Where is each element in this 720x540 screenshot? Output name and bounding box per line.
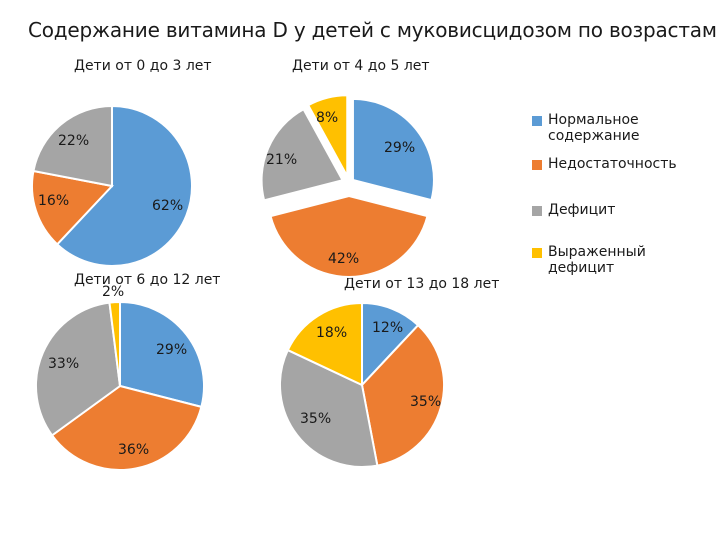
legend-swatch-insufficient xyxy=(532,160,542,170)
label-4-5-deficit: 21% xyxy=(266,152,298,168)
legend-item-severe: Выраженный дефицит xyxy=(532,244,668,276)
pie-slice-6-12-severe xyxy=(108,300,121,387)
legend-label-severe: Выраженный дефицит xyxy=(548,244,646,276)
pie-slice-13-18-deficit xyxy=(279,348,379,468)
label-4-5-normal: 29% xyxy=(384,140,416,156)
pie-title-13-18: Дети от 13 до 18 лет xyxy=(344,276,500,292)
pie-slice-13-18-severe xyxy=(286,301,363,387)
pie-slice-0-3-deficit xyxy=(32,104,113,188)
pie-title-4-5: Дети от 4 до 5 лет xyxy=(292,58,430,74)
pie-slice-6-12-deficit xyxy=(35,301,122,437)
label-6-12-insufficient: 36% xyxy=(118,442,150,458)
label-0-3-insufficient: 16% xyxy=(38,193,70,209)
pie-slice-13-18-normal xyxy=(361,301,420,388)
pie-slice-4-5-insufficient xyxy=(269,194,429,278)
label-13-18-insufficient: 35% xyxy=(410,394,442,410)
pie-slice-13-18-insufficient xyxy=(360,323,445,467)
label-6-12-severe: 2% xyxy=(102,284,125,300)
legend-swatch-severe xyxy=(532,248,542,258)
label-6-12-normal: 29% xyxy=(156,342,188,358)
pie-title-0-3: Дети от 0 до 3 лет xyxy=(74,58,212,74)
label-6-12-deficit: 33% xyxy=(48,356,80,372)
label-13-18-deficit: 35% xyxy=(300,411,332,427)
legend-item-normal: Нормальное содержание xyxy=(532,112,668,144)
legend-label-insufficient: Недостаточность xyxy=(548,156,677,172)
pie-slice-4-5-severe xyxy=(306,94,349,177)
legend-label-deficit: Дефицит xyxy=(548,202,616,218)
chart-title: Содержание витамина D у детей с муковисц… xyxy=(28,18,717,42)
pie-slice-4-5-deficit xyxy=(260,107,345,202)
pie-slice-4-5-normal xyxy=(351,97,435,202)
label-13-18-normal: 12% xyxy=(372,320,404,336)
label-0-3-normal: 62% xyxy=(152,198,184,214)
legend-item-insufficient: Недостаточность xyxy=(532,156,677,172)
legend-swatch-normal xyxy=(532,116,542,126)
label-13-18-severe: 18% xyxy=(316,325,348,341)
label-0-3-deficit: 22% xyxy=(58,133,90,149)
label-4-5-insufficient: 42% xyxy=(328,251,360,267)
pie-slice-6-12-insufficient xyxy=(50,384,203,471)
pie-slice-0-3-normal xyxy=(55,104,193,267)
legend-swatch-deficit xyxy=(532,206,542,216)
label-4-5-severe: 8% xyxy=(316,110,339,126)
pie-title-6-12: Дети от 6 до 12 лет xyxy=(74,272,221,288)
pie-slice-6-12-normal xyxy=(119,300,205,409)
legend-label-normal: Нормальное содержание xyxy=(548,112,640,144)
legend-item-deficit: Дефицит xyxy=(532,202,668,218)
pie-slice-0-3-insufficient xyxy=(31,169,114,246)
